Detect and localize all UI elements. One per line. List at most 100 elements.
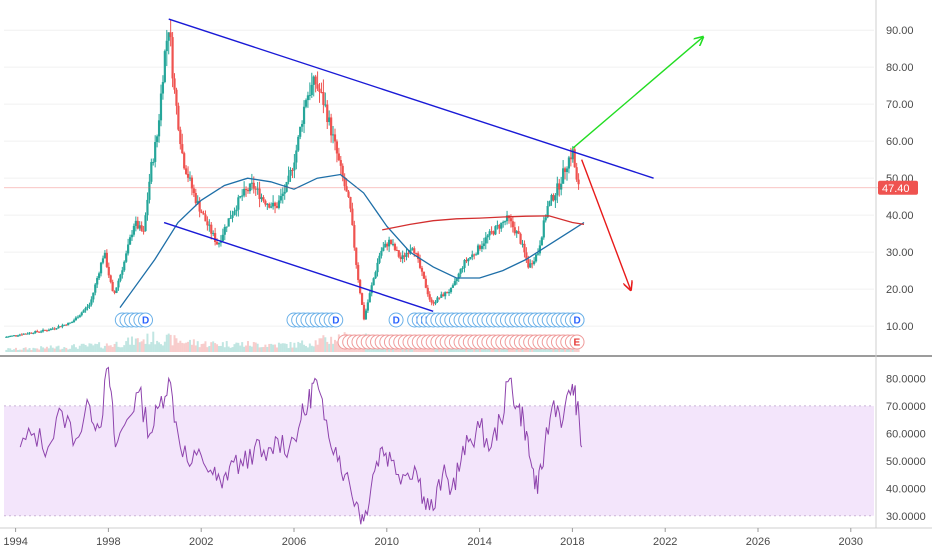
candle-body <box>417 253 420 260</box>
candle <box>223 224 226 241</box>
bullish-arrow[interactable] <box>571 38 702 150</box>
candle-body <box>550 195 553 202</box>
price-axis[interactable]: 10.0020.0030.0040.0050.0060.0070.0080.00… <box>878 25 918 333</box>
volume-bar <box>303 344 306 352</box>
candle-body <box>105 252 108 267</box>
candle <box>345 178 348 192</box>
candle-body <box>531 263 534 265</box>
volume-bar <box>107 345 110 352</box>
candle-body <box>544 217 547 221</box>
rsi-axis[interactable]: 30.0000 40.0000 50.0000 60.0000 70.0000 80.00… <box>886 373 926 522</box>
candle <box>159 84 163 127</box>
candle <box>235 205 238 217</box>
candle-body <box>7 336 10 338</box>
candle-body <box>378 255 381 263</box>
candle <box>43 329 47 331</box>
volume-bar <box>270 343 273 352</box>
candle <box>384 240 387 248</box>
volume-bar <box>49 345 52 352</box>
dividend-marker[interactable] <box>569 312 585 328</box>
candle <box>447 289 451 297</box>
candle-body <box>200 211 203 214</box>
volume-bar <box>47 348 50 352</box>
candle <box>273 201 277 214</box>
candle-body <box>188 177 192 179</box>
volume-bar <box>328 343 331 352</box>
candle-body <box>179 129 182 145</box>
candle <box>513 221 516 236</box>
candle-body <box>275 206 279 208</box>
price-pane[interactable]: DDDDDDDE <box>4 18 880 352</box>
candle-body <box>146 199 149 216</box>
trend-line[interactable] <box>163 221 434 312</box>
volume-bar <box>161 345 164 352</box>
volume-bar <box>212 341 215 352</box>
dividend-marker[interactable] <box>388 312 404 328</box>
candle-body <box>231 214 234 218</box>
candle <box>306 91 310 108</box>
volume-bar <box>221 342 224 352</box>
candle-body <box>407 252 410 254</box>
earnings-marker[interactable] <box>569 334 585 350</box>
volume-bar <box>326 341 329 352</box>
volume-bar <box>266 346 269 352</box>
drawing-annotations[interactable] <box>163 18 702 312</box>
volume-bar <box>256 343 259 352</box>
volume-bar <box>20 349 23 352</box>
candle-body <box>405 252 408 257</box>
trend-line[interactable] <box>168 18 654 179</box>
candle <box>542 216 545 240</box>
dividend-marker-label: D <box>574 316 581 327</box>
candle <box>293 154 296 179</box>
candle <box>57 324 60 329</box>
candle-body <box>569 157 572 160</box>
volume-bar <box>560 348 563 352</box>
candle <box>72 318 76 323</box>
candle <box>490 226 493 235</box>
candle-body <box>283 191 286 194</box>
volume-bar <box>289 341 292 352</box>
candle-body <box>157 120 161 137</box>
candle-body <box>475 254 478 256</box>
volume-bar <box>111 346 114 352</box>
dividend-marker[interactable] <box>328 312 344 328</box>
candle-body <box>403 255 406 257</box>
candle <box>362 302 366 321</box>
volume-bar <box>130 336 133 352</box>
volume-bar <box>444 347 447 352</box>
volume-bar <box>43 348 46 352</box>
candle <box>391 239 395 247</box>
candle-body <box>214 233 217 242</box>
volume-bar <box>14 347 17 352</box>
candle-body <box>478 245 482 249</box>
candle-body <box>94 284 97 293</box>
candle <box>480 240 484 252</box>
volume-bar <box>163 341 166 352</box>
time-axis[interactable]: 1994 1998 2002 2006 2010 2014 2018 2022 2026 2030 <box>0 527 932 548</box>
bearish-arrow[interactable] <box>581 159 631 289</box>
candle-body <box>482 243 485 246</box>
volume-bar <box>117 346 120 352</box>
candle-body <box>498 225 501 229</box>
event-markers[interactable]: DDDDDDDE <box>114 312 585 350</box>
volume-bar <box>229 347 232 352</box>
volume-bar <box>152 331 155 352</box>
candle-body <box>140 225 143 231</box>
candle-body <box>302 106 306 124</box>
dividend-marker[interactable] <box>138 312 154 328</box>
volume-bar <box>98 342 101 352</box>
rsi-pane[interactable] <box>4 366 874 525</box>
candle-body <box>186 174 190 178</box>
candle <box>18 333 21 337</box>
candle-body <box>534 254 538 262</box>
candle-body <box>446 292 449 294</box>
candle-body <box>98 273 101 279</box>
volume-bar <box>34 348 37 352</box>
candle <box>449 287 453 294</box>
candle-body <box>301 123 304 127</box>
candle-body <box>554 195 557 201</box>
candle-body <box>57 326 60 329</box>
time-tick-label: 2026 <box>746 536 770 548</box>
candle-body <box>484 237 487 244</box>
candle-body <box>328 117 331 123</box>
